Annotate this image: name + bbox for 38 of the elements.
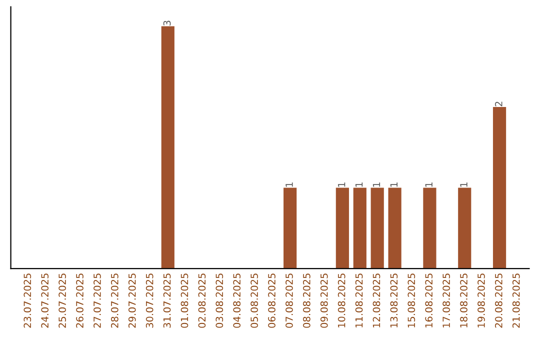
data-label: 1 — [390, 182, 398, 187]
x-tick-label: 06.08.2025 — [268, 274, 276, 328]
x-tick-label: 03.08.2025 — [216, 274, 224, 328]
data-label: 3 — [163, 20, 171, 26]
data-label: 1 — [355, 182, 363, 187]
x-tick-label: 31.07.2025 — [163, 274, 171, 328]
x-tick-label: 24.07.2025 — [41, 274, 49, 328]
x-tick-label: 13.08.2025 — [390, 274, 398, 328]
x-tick-label: 29.07.2025 — [128, 274, 136, 328]
x-tick-label: 17.08.2025 — [442, 274, 450, 328]
data-label: 2 — [494, 102, 502, 106]
x-tick-label: 05.08.2025 — [250, 274, 258, 328]
x-tick-label: 19.08.2025 — [478, 274, 485, 328]
x-tick-label: 28.07.2025 — [110, 274, 118, 328]
x-tick-label: 18.08.2025 — [460, 274, 468, 328]
data-label: 1 — [338, 182, 346, 187]
x-tick-label: 21.08.2025 — [512, 274, 520, 328]
x-tick-label: 25.07.2025 — [58, 274, 66, 328]
x-tick-label: 01.08.2025 — [180, 274, 188, 328]
x-tick-label: 15.08.2025 — [408, 274, 416, 328]
x-tick-label: 02.08.2025 — [198, 274, 206, 328]
data-label: 1 — [425, 182, 432, 187]
data-label: 1 — [372, 182, 380, 187]
x-tick-label: 12.08.2025 — [372, 274, 380, 328]
x-tick-label: 07.08.2025 — [286, 274, 293, 328]
x-tick-label: 23.07.2025 — [24, 274, 32, 328]
x-tick-label: 11.08.2025 — [355, 274, 363, 328]
x-tick-label: 27.07.2025 — [94, 274, 101, 328]
x-tick-label: 16.08.2025 — [425, 274, 433, 328]
x-tick-label: 04.08.2025 — [233, 274, 241, 328]
x-tick-label: 30.07.2025 — [146, 274, 154, 328]
x-tick-label: 09.08.2025 — [320, 274, 328, 328]
x-tick-label: 08.08.2025 — [302, 274, 310, 328]
x-tick-label: 10.08.2025 — [338, 274, 346, 328]
x-tick-label: 20.08.2025 — [494, 274, 502, 328]
data-label: 1 — [460, 182, 468, 187]
x-tick-label: 26.07.2025 — [76, 274, 84, 328]
data-label: 1 — [286, 182, 293, 187]
